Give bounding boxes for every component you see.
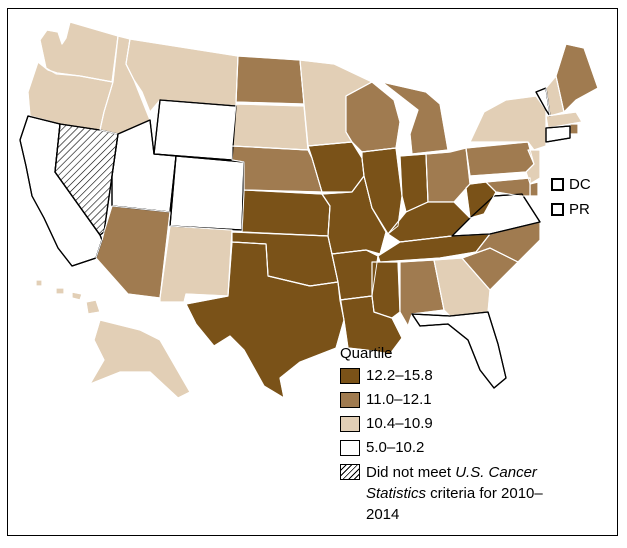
legend-row-q1: 12.2–15.8 [340, 366, 566, 386]
legend-swatch-q1 [340, 368, 360, 384]
state-nd [235, 55, 305, 105]
state-border-tx [185, 241, 345, 399]
legend: Quartile 12.2–15.8 11.0–12.1 10.4–10.9 5… [340, 345, 566, 529]
state-border-mi [381, 81, 449, 155]
pr-swatch [551, 203, 564, 216]
legend-row-q4: 5.0–10.2 [340, 438, 566, 458]
legend-swatch-q4 [340, 440, 360, 456]
state-wi [345, 81, 401, 153]
state-border-fl [411, 311, 507, 389]
state-border-ct [545, 125, 571, 143]
pr-label: PR [569, 201, 590, 218]
legend-swatch-q2 [340, 392, 360, 408]
dc-label: DC [569, 176, 591, 193]
state-border-me [555, 43, 599, 113]
not-met-text-end: criteria for 2010–2014 [366, 485, 543, 523]
legend-label-q1: 12.2–15.8 [366, 367, 433, 384]
legend-label-not-met: Did not meet U.S. Cancer Statistics crit… [366, 462, 566, 525]
legend-row-not-met: Did not meet U.S. Cancer Statistics crit… [340, 462, 566, 525]
legend-row-q3: 10.4–10.9 [340, 414, 566, 434]
legend-row-q2: 11.0–12.1 [340, 390, 566, 410]
state-ak [89, 319, 191, 399]
state-ks [241, 189, 331, 237]
state-border-hi [35, 279, 101, 315]
legend-swatch-not-met [340, 464, 360, 480]
state-border-az [95, 205, 171, 299]
state-border-mo [321, 175, 387, 255]
state-nm [159, 225, 233, 303]
state-hi [35, 279, 101, 315]
state-border-ne [231, 145, 323, 193]
state-border-ma [545, 111, 583, 129]
state-ne [231, 145, 323, 193]
state-az [95, 205, 171, 299]
legend-title: Quartile [340, 345, 393, 362]
state-border-nm [159, 225, 233, 303]
state-sd [231, 103, 309, 151]
state-oh [425, 147, 471, 203]
territory-dc: DC [551, 176, 591, 193]
legend-swatch-q3 [340, 416, 360, 432]
map-frame [7, 8, 618, 536]
state-wy [153, 99, 237, 161]
state-border-wa [39, 21, 119, 83]
legend-label-q2: 11.0–12.1 [366, 391, 432, 408]
dc-swatch [551, 178, 564, 191]
state-border-ms [371, 261, 401, 319]
not-met-text-start: Did not meet [366, 464, 456, 481]
state-border-ak [89, 319, 191, 399]
territory-pr: PR [551, 201, 590, 218]
state-ri [569, 123, 579, 135]
states-layer [19, 21, 599, 399]
state-me [555, 43, 599, 113]
not-met-text-italic: U.S. Cancer Statistics [366, 464, 537, 502]
legend-label-q4: 5.0–10.2 [366, 439, 425, 456]
state-border-md [485, 177, 531, 197]
state-co [169, 155, 245, 231]
legend-label-q3: 10.4–10.9 [366, 415, 433, 432]
